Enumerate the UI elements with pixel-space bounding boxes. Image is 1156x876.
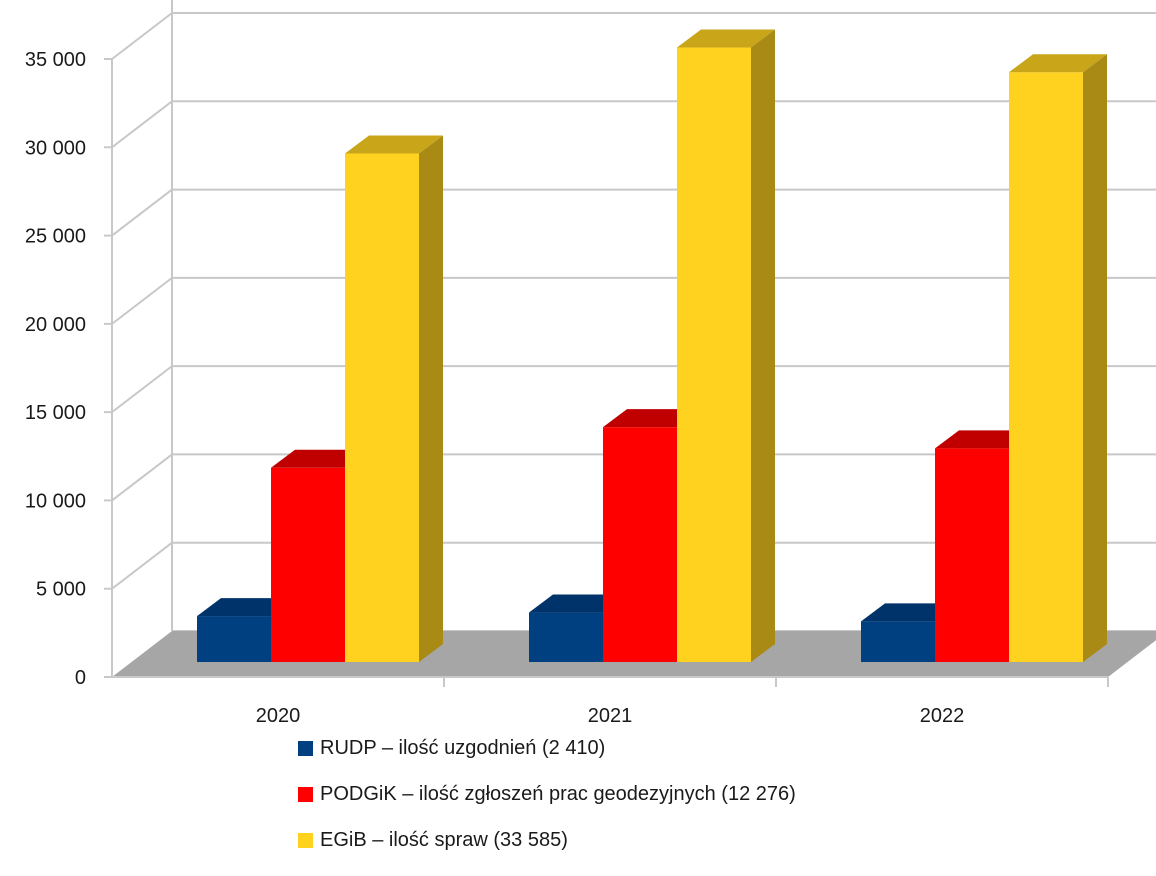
bar-side-2022-2 [1083,54,1107,663]
legend-label-podgik: PODGiK – ilość zgłoszeń prac geodezyjnyc… [320,782,796,805]
legend-item-rudp: RUDP – ilość uzgodnień (2 410) [298,736,796,759]
y-tick-label: 30 000 [25,137,86,159]
bar-front-2022-0 [861,621,935,662]
bar-front-2021-2 [677,47,751,662]
bar-top-2021-2 [677,29,775,48]
bar-top-2022-2 [1009,54,1107,73]
y-tick-label: 10 000 [25,490,86,512]
y-tick-label: 35 000 [25,49,86,71]
y-tick-label: 20 000 [25,314,86,336]
gridline-side [111,365,173,413]
gridline-side [111,188,173,237]
bar-top-2022-1 [935,430,1033,449]
bar-side-2020-2 [419,135,443,662]
x-tick-label: 2021 [588,705,633,727]
bar-front-2020-0 [197,616,271,662]
y-tick-label: 0 [75,667,86,689]
bar-front-2020-2 [345,153,419,662]
bar-front-2021-1 [603,427,677,662]
tick-labels: 0 5 000 10 000 15 000 20 000 25 000 30 000 35 0… [25,49,964,727]
bar-front-2021-0 [529,612,603,662]
x-tick-label: 2020 [256,705,301,727]
x-tick-label: 2022 [920,705,965,727]
bar-front-2022-1 [935,448,1009,662]
legend-item-podgik: PODGiK – ilość zgłoszeń prac geodezyjnyc… [298,782,796,805]
bar-side-2021-2 [751,29,775,662]
bar-top-2022-0 [861,603,959,622]
y-tick-label: 25 000 [25,226,86,248]
bars [197,29,1107,663]
bar-top-2021-0 [529,594,627,613]
gridline-side [111,100,173,149]
gridline-side [111,277,173,325]
legend-label-egib: EGiB – ilość spraw (33 585) [320,828,568,851]
legend-item-egib: EGiB – ilość spraw (33 585) [298,828,796,851]
gridline-side [111,453,173,502]
bar-top-2021-1 [603,409,701,428]
bar-top-2020-2 [345,135,443,154]
y-tick-label: 15 000 [25,402,86,424]
bar-top-2020-1 [271,449,369,468]
y-tick-label: 5 000 [36,579,86,601]
legend-swatch-rudp [298,740,313,756]
bar-top-2020-0 [197,598,295,617]
gridline-side [111,12,173,60]
legend-swatch-egib [298,832,313,848]
legend-label-rudp: RUDP – ilość uzgodnień (2 410) [320,736,606,759]
gridline-side [111,541,173,590]
legend: RUDP – ilość uzgodnień (2 410) PODGiK – … [298,736,796,876]
bar-front-2022-2 [1009,72,1083,663]
axes [104,58,1109,687]
bar-front-2020-1 [271,467,345,662]
legend-swatch-podgik [298,786,313,802]
